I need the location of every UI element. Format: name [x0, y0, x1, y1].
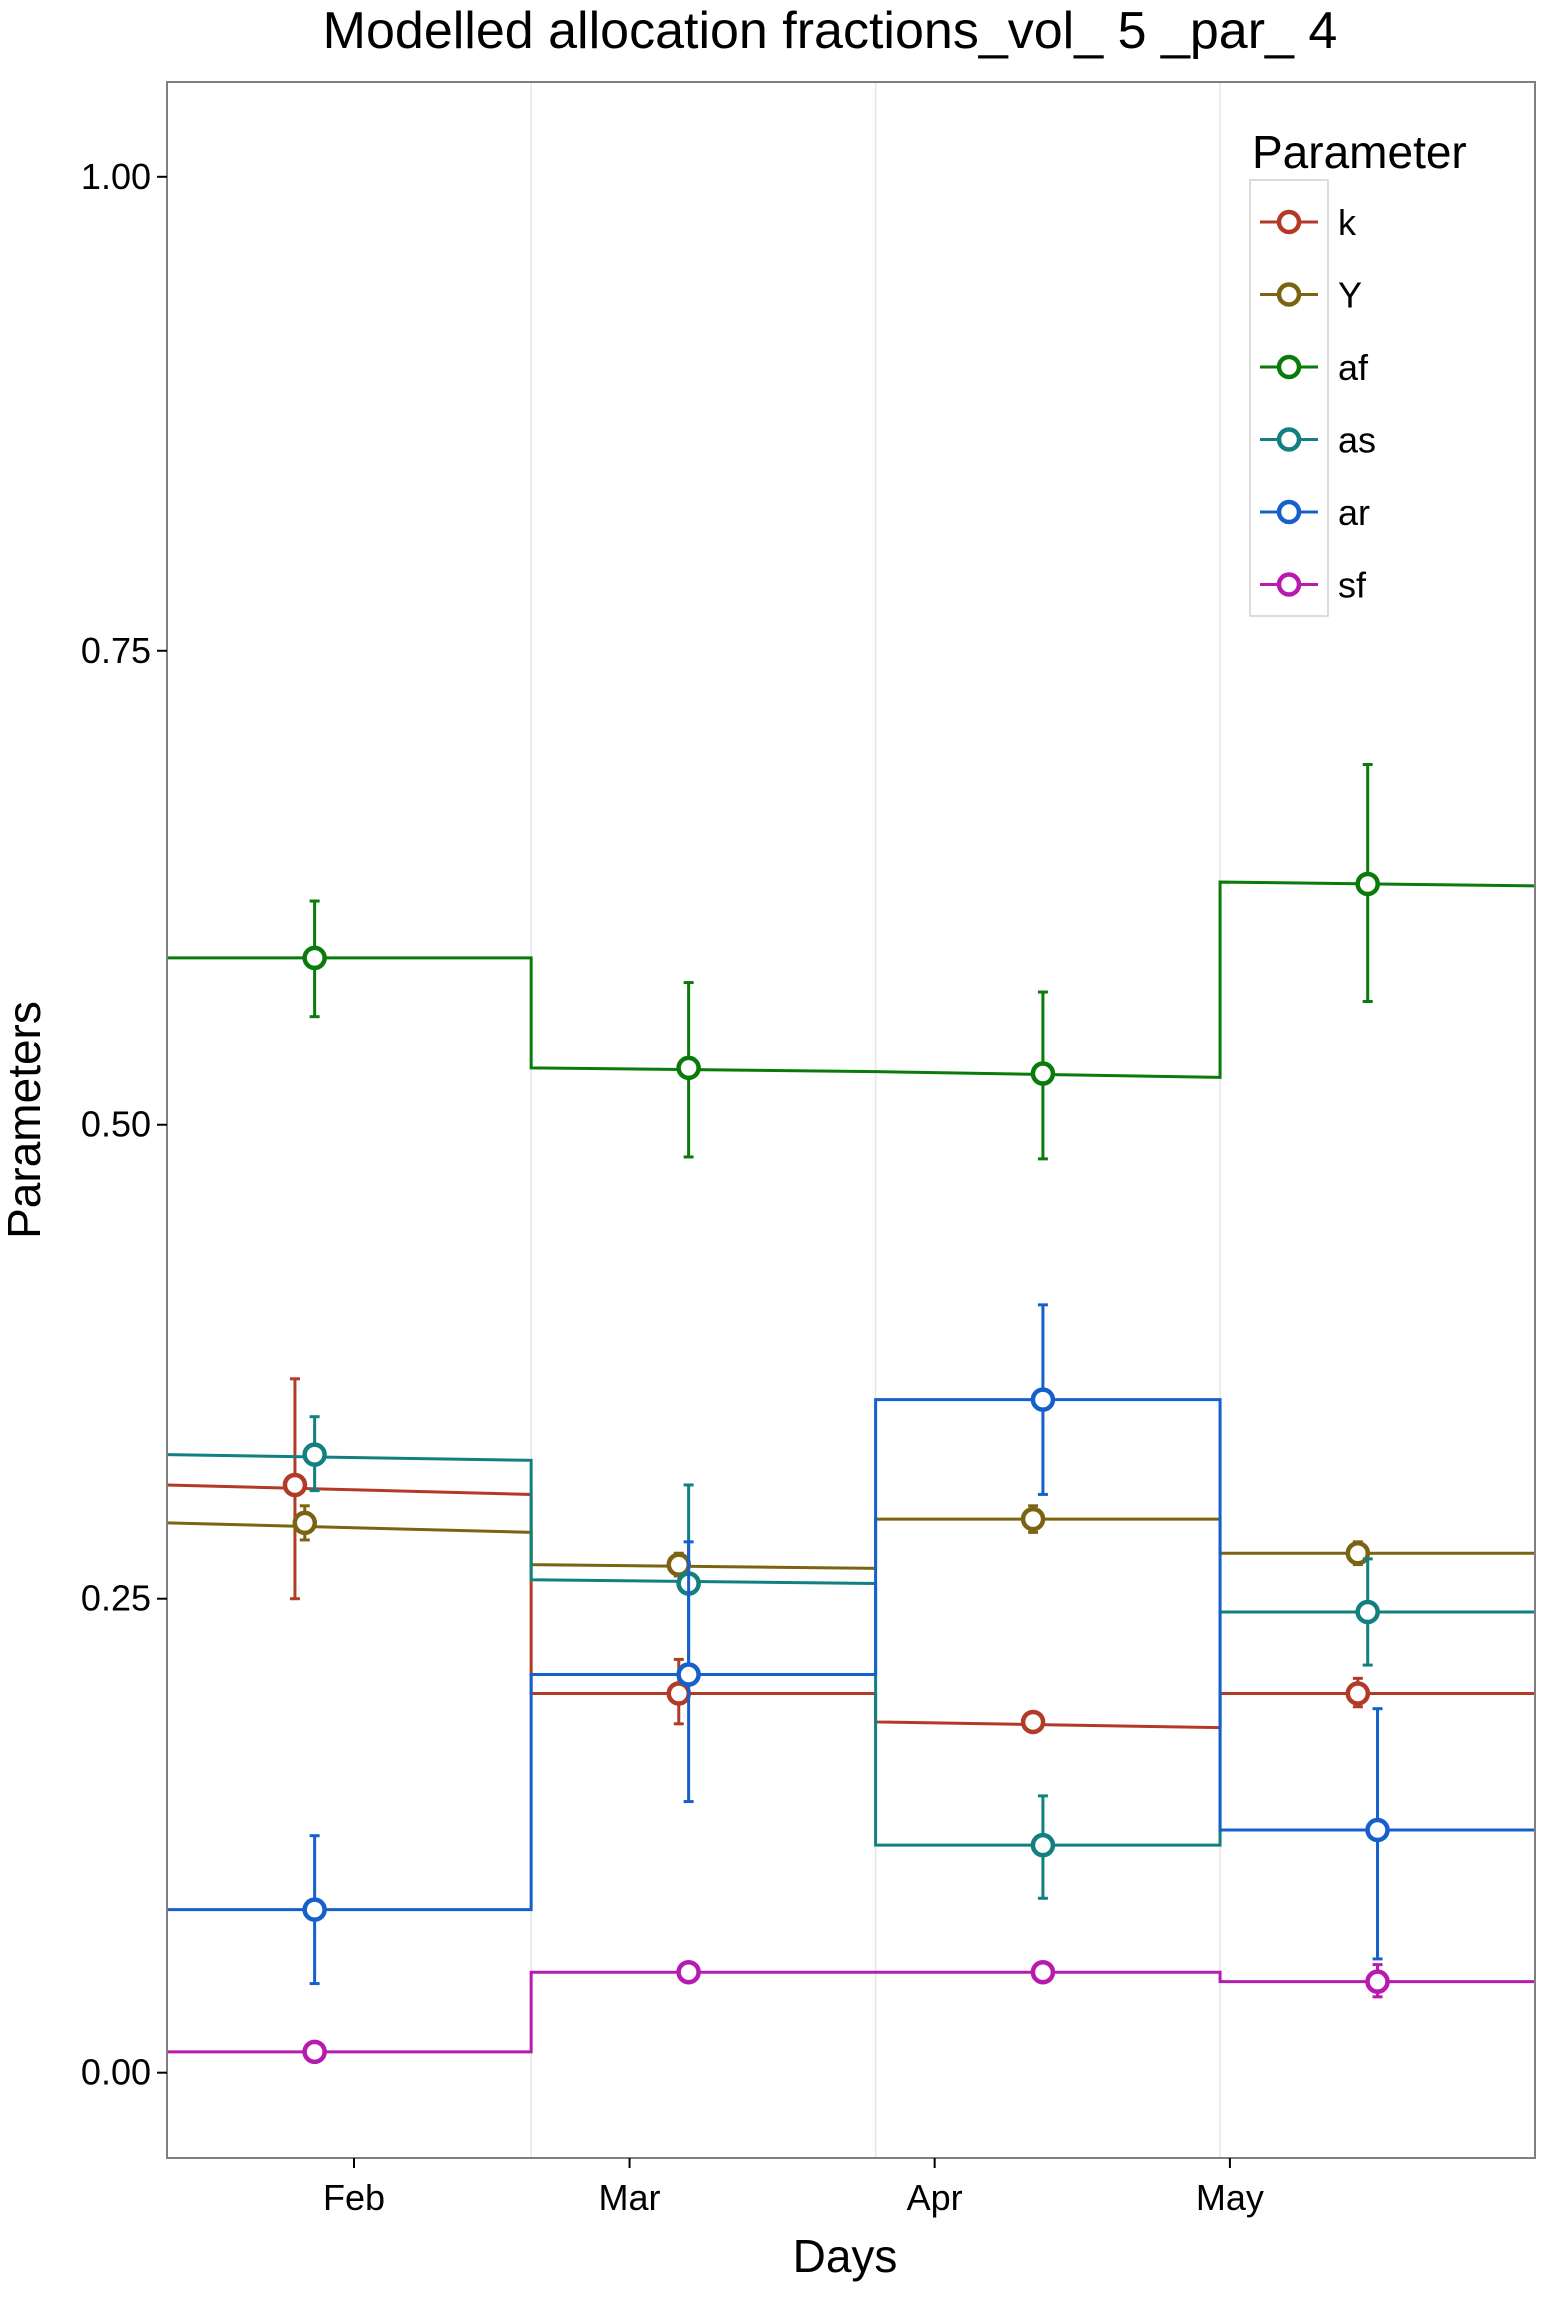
- step-line-sf: [167, 1970, 1535, 2054]
- legend-item-k: k: [1260, 202, 1357, 243]
- y-axis: 0.00 0.25 0.50 0.75 1.00: [81, 156, 167, 2093]
- data-point-sf: [1030, 1959, 1056, 1985]
- y-tick-label: 1.00: [81, 156, 151, 197]
- legend-label-Y: Y: [1338, 275, 1362, 316]
- chart-title: Modelled allocation fractions_vol_ 5 _pa…: [323, 2, 1338, 60]
- data-point-sf: [676, 1959, 701, 1985]
- data-point-af: [1030, 1061, 1056, 1086]
- x-tick-label: Feb: [323, 2177, 385, 2218]
- y-tick-label: 0.75: [81, 630, 151, 671]
- legend-label-as: as: [1338, 420, 1376, 461]
- legend-title: Parameter: [1252, 126, 1467, 178]
- x-tick-label: Mar: [599, 2177, 661, 2218]
- legend-key-box: [1249, 179, 1329, 617]
- y-tick-label: 0.25: [81, 1578, 151, 1619]
- legend-marker-ar: [1276, 499, 1302, 525]
- legend-item-af: af: [1260, 347, 1369, 388]
- data-point-ar: [1365, 1817, 1390, 1843]
- data-point-af: [302, 945, 327, 971]
- series-ar: [167, 1303, 1535, 1986]
- data-point-ar: [676, 1662, 701, 1687]
- data-point-af: [676, 1055, 701, 1081]
- panel-background: [167, 82, 1535, 2158]
- series: [166, 763, 1536, 2065]
- step-line-af: [167, 880, 1536, 1079]
- data-point-Y: [292, 1510, 318, 1536]
- data-point-af: [1355, 871, 1380, 897]
- legend-item-as: as: [1260, 420, 1376, 461]
- data-point-as: [1355, 1599, 1380, 1625]
- series-sf: [167, 1959, 1535, 2065]
- data-point-as: [302, 1442, 327, 1467]
- step-line-ar: [167, 1398, 1535, 1912]
- legend-marker-Y: [1276, 282, 1302, 307]
- legend-marker-sf: [1276, 572, 1302, 597]
- y-axis-title: Parameters: [0, 1001, 50, 1239]
- data-point-k: [282, 1472, 308, 1498]
- legend-label-sf: sf: [1338, 565, 1367, 606]
- legend-marker-k: [1276, 209, 1302, 235]
- x-tick-label: May: [1196, 2177, 1264, 2218]
- legend-item-Y: Y: [1260, 275, 1362, 316]
- data-point-sf: [1365, 1969, 1390, 1994]
- data-point-Y: [666, 1552, 692, 1577]
- x-tick-label: Apr: [907, 2177, 963, 2218]
- legend-label-af: af: [1338, 347, 1369, 388]
- x-axis-title: Days: [793, 2230, 898, 2282]
- legend-label-k: k: [1338, 202, 1357, 243]
- data-point-sf: [302, 2039, 327, 2065]
- data-point-k: [1020, 1709, 1046, 1735]
- plot-panel: [166, 81, 1536, 2159]
- legend-marker-as: [1276, 427, 1302, 452]
- legend-item-ar: ar: [1260, 492, 1370, 533]
- data-point-k: [1345, 1681, 1371, 1706]
- data-point-ar: [1030, 1387, 1056, 1412]
- y-tick-label: 0.50: [81, 1104, 151, 1145]
- panel-border: [166, 81, 1536, 2159]
- legend-label-ar: ar: [1338, 492, 1370, 533]
- legend-marker-af: [1276, 354, 1302, 380]
- data-point-as: [1030, 1832, 1056, 1858]
- x-axis: Feb Mar Apr May: [323, 2158, 1264, 2218]
- data-point-k: [666, 1681, 692, 1706]
- legend-item-sf: sf: [1260, 565, 1367, 606]
- series-af: [167, 763, 1536, 1161]
- data-point-Y: [1020, 1506, 1046, 1532]
- data-point-ar: [302, 1897, 327, 1922]
- y-tick-label: 0.00: [81, 2052, 151, 2093]
